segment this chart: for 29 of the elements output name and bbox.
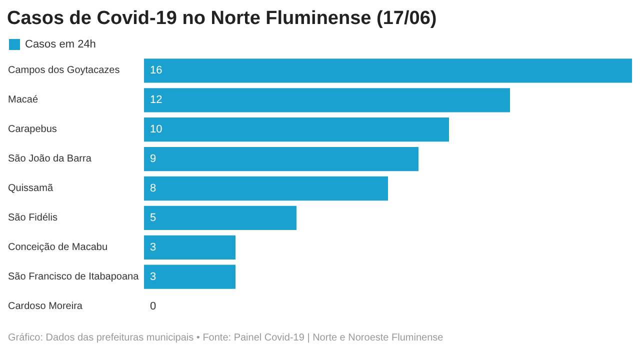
y-tick-label: São Fidélis bbox=[8, 212, 58, 224]
y-tick-label: São João da Barra bbox=[8, 154, 92, 165]
bar bbox=[144, 176, 388, 201]
bar bbox=[144, 235, 236, 260]
bar bbox=[144, 118, 449, 142]
data-label: 3 bbox=[150, 241, 156, 254]
y-tick-label: Quissamã bbox=[8, 183, 54, 194]
bar bbox=[144, 58, 632, 83]
data-label: 5 bbox=[150, 212, 156, 224]
y-tick-label: Carapebus bbox=[8, 124, 57, 136]
data-label: 10 bbox=[150, 124, 162, 136]
bar bbox=[144, 88, 510, 112]
y-tick-label: Campos dos Goytacazes bbox=[8, 65, 120, 76]
data-label: 3 bbox=[150, 270, 156, 283]
data-label: 9 bbox=[150, 153, 156, 166]
bar bbox=[144, 206, 296, 230]
bar bbox=[144, 264, 236, 289]
data-label: 8 bbox=[150, 182, 156, 194]
text: Gráfico: Dados das prefeituras municipais • Fonte: Painel Covid-19 | Norte e Noroeste Fluminense bbox=[8, 332, 444, 344]
data-label: 16 bbox=[150, 64, 162, 77]
data-label: 0 bbox=[150, 300, 156, 312]
y-tick-label: Cardoso Moreira bbox=[8, 300, 83, 312]
data-label: 12 bbox=[150, 94, 162, 106]
bar bbox=[144, 146, 418, 172]
y-tick-label: São Francisco de Itabapoana bbox=[8, 271, 140, 282]
y-tick-label: Macaé bbox=[8, 94, 38, 106]
legend-label: Casos em 24h bbox=[25, 38, 96, 50]
chart-title: Casos de Covid-19 no Norte Fluminense (17/06) bbox=[7, 8, 437, 29]
y-tick-label: Conceição de Macabu bbox=[8, 242, 108, 253]
